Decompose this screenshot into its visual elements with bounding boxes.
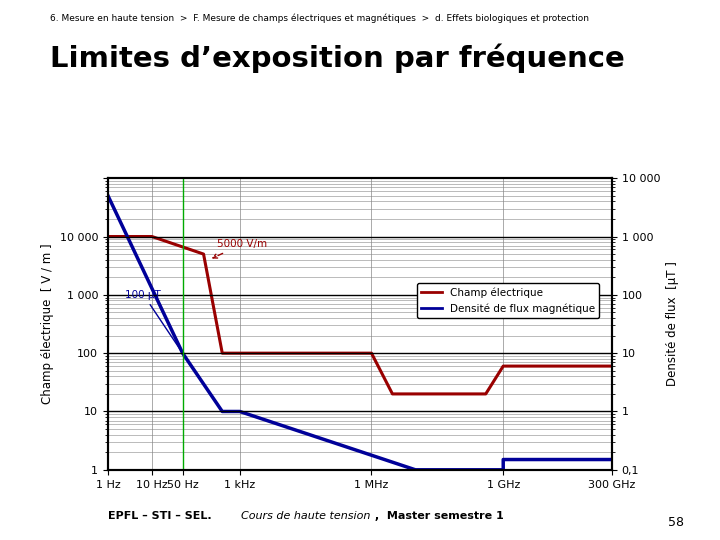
Text: 100 μT: 100 μT <box>125 289 181 351</box>
Text: Cours de haute tension: Cours de haute tension <box>241 511 371 521</box>
Y-axis label: Densité de flux  [μT ]: Densité de flux [μT ] <box>666 261 679 387</box>
Y-axis label: Champ électrique  [ V / m ]: Champ électrique [ V / m ] <box>41 244 54 404</box>
Legend: Champ électrique, Densité de flux magnétique: Champ électrique, Densité de flux magnét… <box>417 284 599 318</box>
Text: ,  Master semestre 1: , Master semestre 1 <box>371 511 503 521</box>
Text: 5000 V/m: 5000 V/m <box>213 239 267 258</box>
Text: EPFL – STI – SEL.: EPFL – STI – SEL. <box>108 511 220 521</box>
Text: 6. Mesure en haute tension  >  F. Mesure de champs électriques et magnétiques  >: 6. Mesure en haute tension > F. Mesure d… <box>50 14 590 23</box>
Text: Limites d’exposition par fréquence: Limites d’exposition par fréquence <box>50 43 625 73</box>
Text: 58: 58 <box>668 516 684 529</box>
